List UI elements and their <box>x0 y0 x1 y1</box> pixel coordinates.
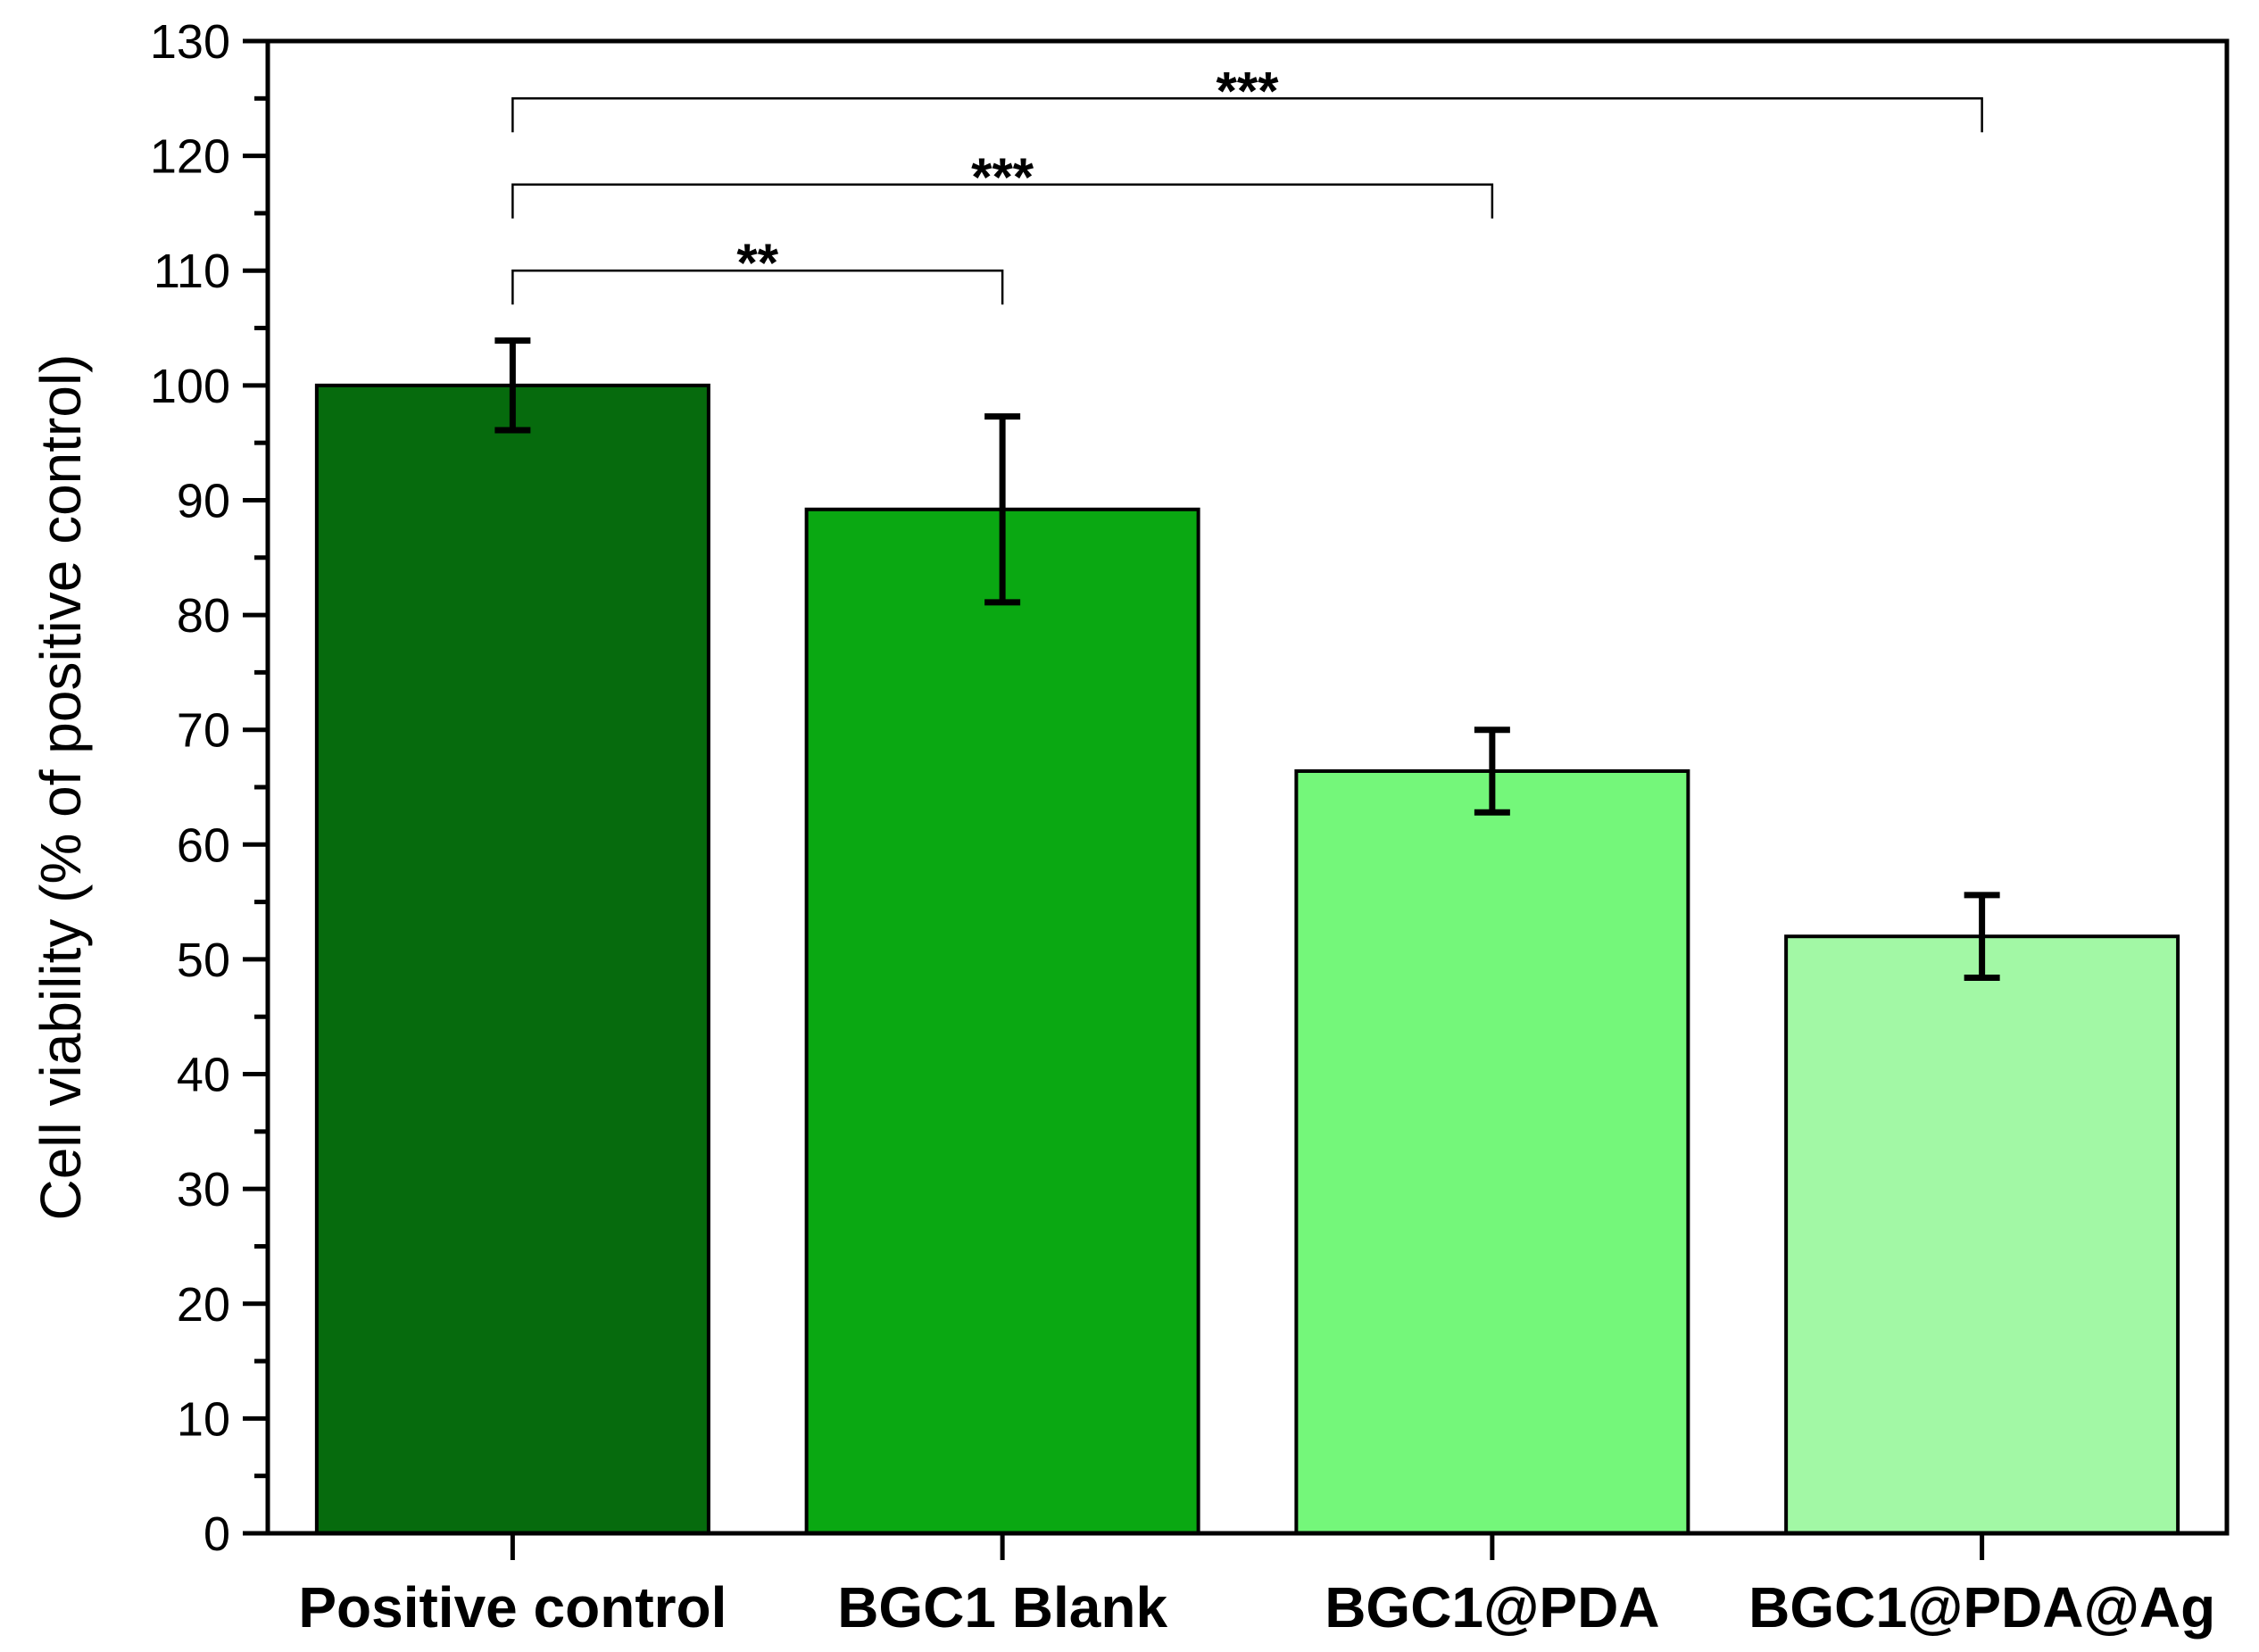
significance-label: *** <box>1216 61 1279 120</box>
y-tick-label: 120 <box>150 130 230 184</box>
y-tick-label: 110 <box>154 245 230 298</box>
x-tick-label-2: BGC1 Blank <box>837 1575 1167 1640</box>
significance-bracket-line <box>511 183 1494 219</box>
y-axis-title: Cell viability (% of positive control) <box>29 354 93 1221</box>
significance-bracket-line <box>511 269 1004 305</box>
significance-bracket-3: *** <box>511 61 1983 133</box>
y-tick-label: 100 <box>150 360 230 413</box>
y-tick-label: 50 <box>177 934 230 987</box>
error-bar-3 <box>1474 726 1510 816</box>
significance-layer: ******** <box>511 61 1983 305</box>
significance-label: *** <box>971 147 1034 207</box>
bar-2 <box>804 507 1200 1536</box>
y-tick-label: 30 <box>177 1163 230 1216</box>
y-tick-label: 20 <box>177 1278 230 1332</box>
y-tick-label: 0 <box>203 1507 230 1561</box>
y-tick-label: 40 <box>177 1049 230 1102</box>
significance-bracket-line <box>511 97 1983 133</box>
x-tick-label-4: BGC1@PDA@Ag <box>1748 1575 2215 1640</box>
y-tick-label: 80 <box>177 589 230 643</box>
bar-4 <box>1784 934 2180 1535</box>
y-tick-label: 70 <box>177 704 230 758</box>
significance-bracket-2: *** <box>511 147 1494 219</box>
y-tick-label: 10 <box>177 1392 230 1446</box>
bar-1 <box>314 383 710 1535</box>
significance-bracket-1: ** <box>511 233 1004 305</box>
y-tick-label: 90 <box>177 474 230 527</box>
x-axis-ticks: Positive control BGC1 Blank BGC1@PDA BGC1@P… <box>298 1533 2215 1640</box>
significance-label: ** <box>736 233 778 293</box>
y-axis-ticks: 0 10 20 30 40 50 60 70 80 90 100 110 120 130 <box>150 15 268 1561</box>
bars-layer <box>314 383 2180 1536</box>
x-tick-label-1: Positive control <box>298 1575 727 1640</box>
x-tick-label-3: BGC1@PDA <box>1325 1575 1659 1640</box>
error-bar-2 <box>984 413 1021 606</box>
bar-3 <box>1294 768 1690 1535</box>
error-bar-4 <box>1964 892 2000 982</box>
error-bars-layer <box>494 337 2000 982</box>
y-tick-label: 60 <box>177 818 230 872</box>
error-bar-1 <box>494 337 531 434</box>
y-tick-label: 130 <box>150 15 230 69</box>
